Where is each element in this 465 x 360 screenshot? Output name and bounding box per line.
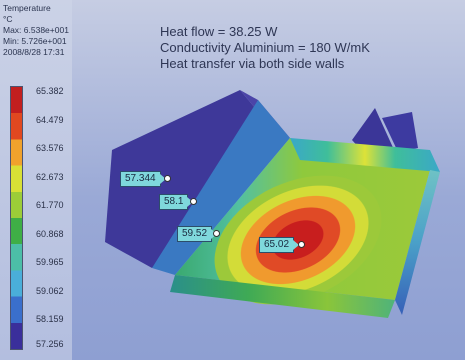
- conductivity-text: Conductivity Aluminium = 180 W/mK: [160, 40, 370, 55]
- probe-label[interactable]: 58.1: [159, 194, 195, 210]
- probe-label[interactable]: 59.52: [177, 226, 218, 242]
- right-wall-right-tower: [382, 112, 418, 152]
- heat-transfer-text: Heat transfer via both side walls: [160, 56, 345, 71]
- left-wall-outer: [105, 90, 272, 268]
- heat-flow-text: Heat flow = 38.25 W: [160, 24, 278, 39]
- temperature-legend: Temperature °C Max: 6.538e+001 Min: 5.72…: [0, 0, 72, 360]
- legend-tick: 59.062: [36, 286, 64, 296]
- legend-min: Min: 5.726e+001: [3, 36, 67, 46]
- legend-tick: 64.479: [36, 115, 64, 125]
- probe-label[interactable]: 57.344: [120, 171, 166, 187]
- legend-title: Temperature: [3, 3, 51, 13]
- right-face: [395, 170, 440, 315]
- analysis-info: Heat flow = 38.25 W Conductivity Alumini…: [160, 24, 370, 72]
- probe-point[interactable]: [164, 175, 171, 182]
- legend-tick: 63.576: [36, 143, 64, 153]
- probe-point[interactable]: [190, 198, 197, 205]
- legend-tick: 62.673: [36, 172, 64, 182]
- legend-tick: 58.159: [36, 314, 64, 324]
- legend-header: Temperature °C Max: 6.538e+001 Min: 5.72…: [3, 3, 69, 58]
- legend-unit: °C: [3, 14, 13, 24]
- legend-tick: 65.382: [36, 86, 64, 96]
- probe-point[interactable]: [298, 241, 305, 248]
- legend-tick: 61.770: [36, 200, 64, 210]
- right-rim: [290, 138, 440, 172]
- front-face: [170, 275, 395, 318]
- probe-label[interactable]: 65.02: [259, 237, 300, 253]
- legend-date: 2008/8/28 17:31: [3, 47, 65, 57]
- legend-tick: 60.868: [36, 229, 64, 239]
- legend-tick: 59.965: [36, 257, 64, 267]
- legend-color-bar: [10, 86, 23, 350]
- probe-point[interactable]: [213, 230, 220, 237]
- legend-max: Max: 6.538e+001: [3, 25, 69, 35]
- legend-tick: 57.256: [36, 339, 64, 349]
